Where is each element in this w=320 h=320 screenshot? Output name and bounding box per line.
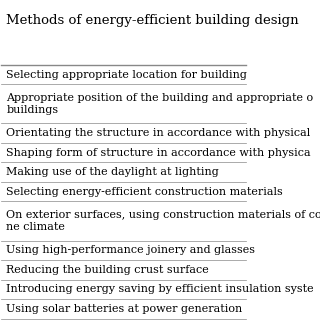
Text: Selecting appropriate location for building: Selecting appropriate location for build…: [6, 69, 247, 80]
Text: Using solar batteries at power generation: Using solar batteries at power generatio…: [6, 304, 243, 314]
Text: Introducing energy saving by efficient insulation syste: Introducing energy saving by efficient i…: [6, 284, 314, 294]
Text: Methods of energy-efficient building design: Methods of energy-efficient building des…: [6, 14, 299, 27]
Text: Using high-performance joinery and glasses: Using high-performance joinery and glass…: [6, 245, 255, 255]
Text: Making use of the daylight at lighting: Making use of the daylight at lighting: [6, 167, 219, 177]
Text: On exterior surfaces, using construction materials of co
ne climate: On exterior surfaces, using construction…: [6, 210, 320, 232]
Text: Orientating the structure in accordance with physical: Orientating the structure in accordance …: [6, 128, 310, 138]
Text: Selecting energy-efficient construction materials: Selecting energy-efficient construction …: [6, 187, 283, 197]
Text: Appropriate position of the building and appropriate o
buildings: Appropriate position of the building and…: [6, 93, 313, 115]
Text: Shaping form of structure in accordance with physica: Shaping form of structure in accordance …: [6, 148, 311, 158]
Text: Reducing the building crust surface: Reducing the building crust surface: [6, 265, 209, 275]
